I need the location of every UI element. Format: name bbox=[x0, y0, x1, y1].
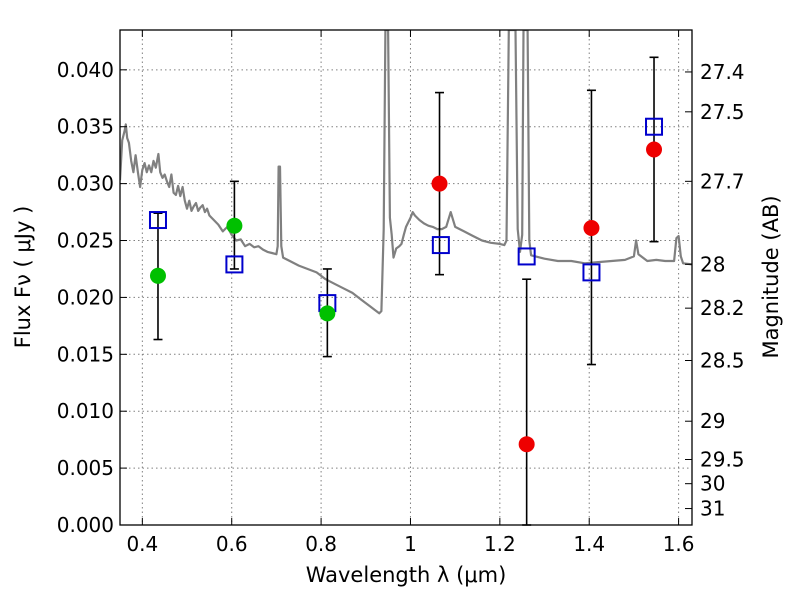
y2-tick-label: 27.4 bbox=[700, 60, 745, 84]
model-square-marker bbox=[148, 211, 167, 230]
y2-tick-label: 29.5 bbox=[700, 448, 745, 472]
y2-tick-label: 28.5 bbox=[700, 349, 745, 373]
x-axis-ticks: 0.4 0.6 0.8 1 1.2 1.4 1.6 bbox=[126, 30, 695, 556]
y-tick-label: 0.040 bbox=[57, 58, 114, 82]
y-tick-label: 0.025 bbox=[57, 229, 114, 253]
model-square-marker bbox=[517, 247, 536, 266]
y2-tick-label: 30 bbox=[700, 472, 725, 496]
green-data-point bbox=[319, 305, 336, 322]
sed-curve-layer bbox=[120, 30, 692, 315]
green-data-point bbox=[149, 267, 166, 284]
y-axis-label: Flux Fν ( μJy ) bbox=[11, 206, 35, 349]
y-tick-label: 0.030 bbox=[57, 172, 114, 196]
x-tick-label: 1 bbox=[404, 532, 417, 556]
y-tick-label: 0.035 bbox=[57, 115, 114, 139]
y-tick-label: 0.015 bbox=[57, 342, 114, 366]
model-square-marker bbox=[431, 236, 450, 255]
x-tick-label: 1.2 bbox=[484, 532, 516, 556]
y2-tick-label: 28.2 bbox=[700, 296, 745, 320]
red-data-point bbox=[518, 436, 535, 453]
red-data-point bbox=[583, 220, 600, 236]
y2-tick-label: 27.5 bbox=[700, 100, 745, 124]
x-tick-label: 0.8 bbox=[305, 532, 337, 556]
red-data-point bbox=[646, 141, 663, 158]
x-tick-label: 0.4 bbox=[126, 532, 158, 556]
y-tick-label: 0.005 bbox=[57, 456, 114, 480]
y-tick-label: 0.000 bbox=[57, 513, 114, 537]
model-square-marker bbox=[225, 255, 244, 274]
sed-model-curve bbox=[120, 30, 692, 315]
y-tick-label: 0.020 bbox=[57, 285, 114, 309]
green-data-point bbox=[226, 217, 243, 234]
x-axis-label: Wavelength λ (μm) bbox=[306, 563, 507, 587]
y2-tick-label: 29 bbox=[700, 409, 725, 433]
plot-area bbox=[120, 30, 692, 525]
y-tick-label: 0.010 bbox=[57, 399, 114, 423]
y2-axis-label: Magnitude (AB) bbox=[759, 195, 783, 358]
plot-frame bbox=[119, 29, 693, 526]
x-tick-label: 1.4 bbox=[573, 532, 605, 556]
y-axis-ticks: 0.000 0.005 0.010 0.015 0.020 0.025 0.030 0.035… bbox=[57, 58, 127, 537]
y2-tick-label: 27.7 bbox=[700, 169, 745, 193]
x-tick-label: 1.6 bbox=[663, 532, 695, 556]
x-tick-label: 0.6 bbox=[216, 532, 248, 556]
red-data-point bbox=[431, 175, 448, 192]
data-points bbox=[148, 117, 664, 453]
y2-tick-label: 31 bbox=[700, 497, 725, 521]
model-square-marker bbox=[582, 263, 601, 282]
grid-lines bbox=[120, 30, 692, 525]
model-square-marker bbox=[645, 117, 664, 136]
y2-tick-label: 28 bbox=[700, 252, 725, 276]
